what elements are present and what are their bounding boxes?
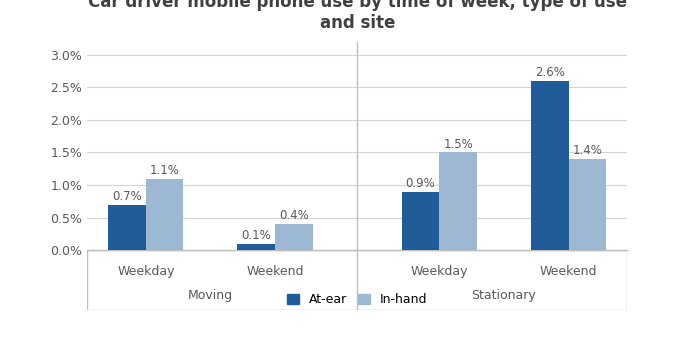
Text: Weekday: Weekday (117, 265, 174, 278)
Text: 0.7%: 0.7% (112, 190, 142, 203)
Bar (569, 159, 606, 250)
Text: Moving: Moving (188, 289, 233, 302)
Text: Weekend: Weekend (540, 265, 597, 278)
Bar (531, 81, 569, 250)
Text: 1.4%: 1.4% (572, 144, 602, 157)
Text: 0.1%: 0.1% (241, 229, 271, 242)
Text: 2.6%: 2.6% (535, 66, 565, 79)
Bar (402, 191, 439, 250)
Title: Car driver mobile phone use by time of week, type of use
and site: Car driver mobile phone use by time of w… (88, 0, 627, 32)
Text: 1.5%: 1.5% (443, 137, 473, 151)
Text: 0.9%: 0.9% (406, 176, 436, 190)
Text: Stationary: Stationary (472, 289, 537, 302)
Text: 0.4%: 0.4% (279, 209, 309, 222)
Text: Weekday: Weekday (411, 265, 468, 278)
Bar (439, 152, 477, 250)
Text: Weekend: Weekend (246, 265, 304, 278)
Bar (275, 224, 312, 250)
Bar (108, 205, 146, 250)
Legend: At-ear, In-hand: At-ear, In-hand (287, 293, 427, 307)
Text: 1.1%: 1.1% (150, 164, 180, 176)
Bar (238, 244, 275, 250)
Bar (146, 179, 183, 250)
